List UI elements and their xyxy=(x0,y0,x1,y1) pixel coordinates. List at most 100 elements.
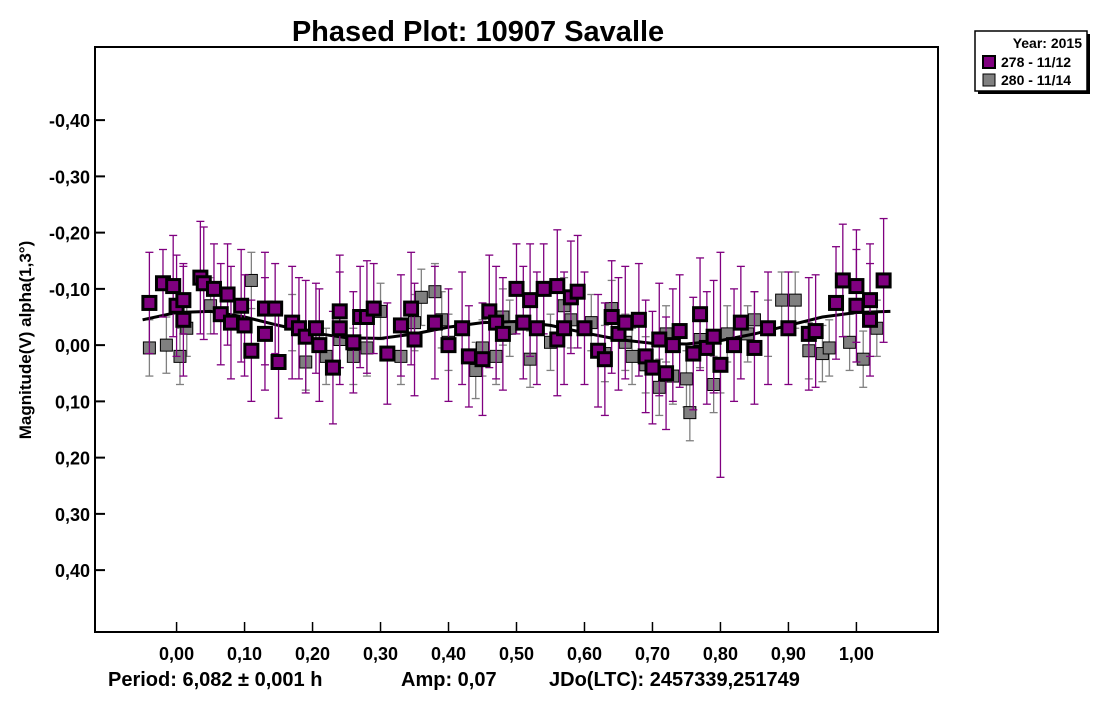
data-point-278 xyxy=(531,323,542,334)
data-point-278 xyxy=(661,368,672,379)
data-point-278 xyxy=(198,278,209,289)
data-point-278 xyxy=(334,323,345,334)
data-point-280 xyxy=(683,406,697,420)
legend-label-280: 280 - 11/14 xyxy=(1001,72,1071,88)
data-point-278 xyxy=(593,345,604,356)
data-point-278 xyxy=(647,362,658,373)
legend-swatch-280 xyxy=(982,73,996,87)
x-tick-label: 0,20 xyxy=(295,644,330,664)
data-point-278 xyxy=(215,309,226,320)
data-point-278 xyxy=(620,317,631,328)
x-tick-label: 0,50 xyxy=(499,644,534,664)
data-point-278 xyxy=(157,278,168,289)
data-point-278 xyxy=(222,289,233,300)
y-tick-label: 0,00 xyxy=(55,336,90,356)
data-point-278 xyxy=(443,340,454,351)
data-point-278 xyxy=(633,314,644,325)
data-point-278 xyxy=(599,354,610,365)
data-point-278 xyxy=(810,326,821,337)
data-point-278 xyxy=(406,303,417,314)
data-point-278 xyxy=(270,303,281,314)
data-point-278 xyxy=(361,312,372,322)
data-point-278 xyxy=(497,328,508,339)
footer-period: Period: 6,082 ± 0,001 h xyxy=(108,669,322,691)
data-point-278 xyxy=(701,342,712,353)
y-tick-label: 0,40 xyxy=(55,561,90,581)
data-marks xyxy=(141,217,892,478)
data-point-278 xyxy=(749,342,760,353)
data-point-278 xyxy=(729,340,740,351)
data-point-280 xyxy=(822,341,836,355)
data-point-278 xyxy=(511,283,522,294)
data-point-280 xyxy=(159,338,173,352)
data-point-278 xyxy=(538,283,549,294)
plot-frame xyxy=(94,46,939,633)
data-point-278 xyxy=(477,354,488,365)
data-point-278 xyxy=(695,309,706,320)
data-point-278 xyxy=(606,312,617,322)
data-point-278 xyxy=(259,303,270,314)
data-point-278 xyxy=(409,334,420,345)
data-point-278 xyxy=(851,281,862,292)
data-point-278 xyxy=(572,286,583,297)
data-point-278 xyxy=(552,281,563,292)
data-point-278 xyxy=(327,362,338,373)
data-point-278 xyxy=(865,295,876,306)
data-point-278 xyxy=(348,337,359,348)
y-tick-label: -0,30 xyxy=(49,167,90,187)
data-point-278 xyxy=(236,300,247,311)
data-point-278 xyxy=(763,323,774,334)
data-point-278 xyxy=(178,295,189,306)
data-point-278 xyxy=(851,300,862,311)
data-point-278 xyxy=(246,345,257,356)
data-point-278 xyxy=(865,314,876,325)
data-point-280 xyxy=(414,290,428,304)
y-tick-label: -0,10 xyxy=(49,280,90,300)
data-point-278 xyxy=(783,323,794,334)
data-point-278 xyxy=(168,281,179,292)
data-point-280 xyxy=(625,349,639,363)
data-point-280 xyxy=(244,273,258,287)
data-point-278 xyxy=(667,340,678,351)
y-tick-label: -0,40 xyxy=(49,111,90,131)
data-point-278 xyxy=(878,275,889,286)
y-tick-label: -0,20 xyxy=(49,224,90,244)
footer-jdo: JDo(LTC): 2457339,251749 xyxy=(549,669,800,691)
data-point-278 xyxy=(518,317,529,328)
y-axis: -0,40 -0,30 -0,20 -0,10 0,00 0,10 0,20 0,30 0,40 xyxy=(49,111,105,581)
x-tick-label: 0,30 xyxy=(363,644,398,664)
x-tick-label: 0,70 xyxy=(635,644,670,664)
data-point-278 xyxy=(552,334,563,345)
data-point-278 xyxy=(300,331,311,342)
data-point-278 xyxy=(225,317,236,328)
data-point-278 xyxy=(715,359,726,370)
data-point-278 xyxy=(674,326,685,337)
x-tick-label: 0,90 xyxy=(771,644,806,664)
data-point-278 xyxy=(273,357,284,367)
data-point-280 xyxy=(856,352,870,366)
data-point-280 xyxy=(775,293,789,307)
data-point-278 xyxy=(178,314,189,325)
data-point-278 xyxy=(837,275,848,286)
legend: Year: 2015 278 - 11/12 280 - 11/14 xyxy=(974,30,1090,94)
chart-title: Phased Plot: 10907 Savalle xyxy=(292,16,664,48)
data-point-278 xyxy=(491,317,502,328)
y-tick-label: 0,20 xyxy=(55,449,90,469)
data-point-278 xyxy=(525,295,536,306)
data-point-278 xyxy=(559,323,570,334)
data-point-278 xyxy=(831,297,842,308)
data-point-278 xyxy=(208,283,219,294)
data-point-278 xyxy=(463,351,474,362)
data-point-278 xyxy=(457,323,468,334)
x-tick-label: 0,60 xyxy=(567,644,602,664)
data-point-278 xyxy=(395,320,406,331)
data-point-278 xyxy=(144,297,155,308)
data-point-278 xyxy=(579,323,590,334)
data-point-278 xyxy=(654,334,665,345)
footer-amp: Amp: 0,07 xyxy=(401,669,497,691)
data-point-278 xyxy=(640,351,651,362)
data-point-278 xyxy=(293,323,304,334)
y-tick-label: 0,10 xyxy=(55,392,90,412)
data-point-278 xyxy=(613,328,624,339)
